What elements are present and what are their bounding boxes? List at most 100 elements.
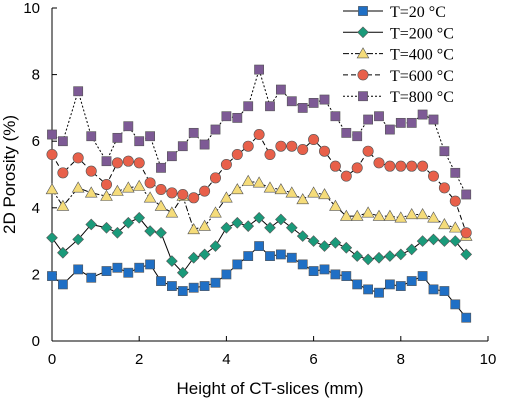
legend-item: T=20 °C bbox=[343, 4, 446, 21]
series-3-point bbox=[230, 183, 244, 195]
x-tick-label: 10 bbox=[480, 351, 497, 368]
series-5-point bbox=[188, 127, 199, 138]
series-2-point bbox=[122, 216, 135, 229]
series-4-point bbox=[427, 170, 439, 182]
series-4-point bbox=[253, 129, 265, 141]
series-2-point bbox=[307, 235, 320, 247]
series-4-point bbox=[166, 187, 178, 199]
series-3-point bbox=[329, 199, 342, 211]
series-4-point bbox=[111, 157, 123, 169]
series-2-point bbox=[296, 230, 309, 242]
series-4-point bbox=[242, 140, 254, 152]
series-5-point bbox=[199, 139, 210, 150]
series-5-point bbox=[374, 111, 384, 122]
series-2-point bbox=[133, 211, 146, 224]
series-1-point bbox=[319, 264, 330, 275]
series-5-point bbox=[363, 114, 373, 125]
series-3-point bbox=[111, 184, 124, 196]
series-5-point bbox=[112, 132, 123, 143]
series-4-point bbox=[144, 177, 156, 189]
series-3-point bbox=[274, 183, 288, 195]
series-2-point bbox=[100, 221, 113, 234]
series-5-point bbox=[57, 136, 68, 147]
series-1-point bbox=[308, 266, 319, 276]
series-3-point bbox=[100, 189, 113, 201]
x-tick-label: 6 bbox=[309, 351, 317, 368]
series-2-point bbox=[155, 226, 167, 239]
legend-label: T=800 °C bbox=[390, 89, 454, 106]
series-1-point bbox=[145, 259, 155, 270]
series-2-point bbox=[144, 225, 156, 237]
series-4-point bbox=[275, 140, 287, 152]
series-1-point bbox=[232, 259, 243, 270]
series-5-point bbox=[243, 101, 254, 112]
series-2-point bbox=[111, 226, 124, 239]
series-3-point bbox=[220, 191, 233, 203]
series-1-point bbox=[265, 251, 275, 261]
series-2-point bbox=[57, 246, 69, 259]
series-2-point bbox=[394, 248, 407, 261]
series-1-point bbox=[210, 277, 221, 288]
series-1-point bbox=[221, 269, 232, 280]
series-2-point bbox=[438, 235, 451, 247]
series-5-point bbox=[384, 124, 395, 135]
legend-label: T=600 °C bbox=[390, 68, 454, 85]
series-2-point bbox=[231, 216, 244, 229]
series-2-point bbox=[329, 236, 342, 249]
series-3-point bbox=[187, 223, 201, 235]
series-1-point bbox=[428, 284, 439, 295]
series-1-point bbox=[406, 276, 417, 286]
series-3-point bbox=[307, 186, 320, 198]
y-tick-label: 6 bbox=[32, 133, 40, 150]
series-5-point bbox=[232, 112, 243, 123]
series-4-point bbox=[177, 188, 189, 200]
series-5-point bbox=[417, 109, 428, 120]
x-tick-label: 4 bbox=[222, 351, 230, 368]
y-tick-label: 2 bbox=[32, 266, 40, 283]
legend-marker bbox=[356, 47, 370, 59]
series-4-point bbox=[133, 157, 145, 169]
series-3-point bbox=[416, 208, 429, 220]
x-tick-label: 8 bbox=[397, 351, 405, 368]
series-2-point bbox=[242, 220, 255, 232]
series-5 bbox=[47, 64, 472, 200]
series-5-point bbox=[145, 131, 155, 142]
legend-label: T=20 °C bbox=[390, 4, 446, 21]
series-2-point bbox=[460, 248, 473, 261]
series-1-point bbox=[275, 249, 286, 260]
series-1-point bbox=[134, 262, 145, 273]
series-1-point bbox=[395, 281, 406, 291]
series-1-point bbox=[330, 269, 341, 280]
series-4-point bbox=[417, 160, 429, 172]
series-3-point bbox=[318, 188, 331, 200]
series-4-point bbox=[318, 145, 330, 157]
series-5-point bbox=[265, 101, 275, 112]
series-4-point bbox=[449, 195, 461, 207]
series-1-point bbox=[341, 271, 352, 281]
series-4-point bbox=[155, 183, 167, 195]
series-4-point bbox=[46, 149, 58, 161]
series-3-point bbox=[383, 209, 397, 221]
series-1-point bbox=[363, 284, 373, 295]
series-1-point bbox=[450, 299, 461, 310]
series-3-point bbox=[132, 179, 146, 191]
series-4-point bbox=[362, 145, 374, 157]
series-1-point bbox=[156, 276, 166, 286]
series-3-point bbox=[448, 221, 462, 233]
series-5-point bbox=[297, 103, 308, 113]
series-3-point bbox=[296, 193, 310, 205]
series-1-point bbox=[112, 262, 123, 273]
series-1-point bbox=[101, 266, 112, 276]
legend-marker bbox=[357, 69, 369, 81]
series-4-point bbox=[199, 185, 211, 197]
series-4-point bbox=[297, 144, 309, 156]
legend-item: T=600 °C bbox=[343, 68, 454, 85]
series-3-point bbox=[209, 206, 222, 218]
series-2-point bbox=[85, 218, 98, 231]
series-2-point bbox=[46, 231, 58, 244]
series-3-point bbox=[71, 181, 85, 193]
series-3-point bbox=[84, 186, 98, 198]
series-3-point bbox=[394, 211, 408, 223]
series-1-point bbox=[297, 259, 308, 270]
